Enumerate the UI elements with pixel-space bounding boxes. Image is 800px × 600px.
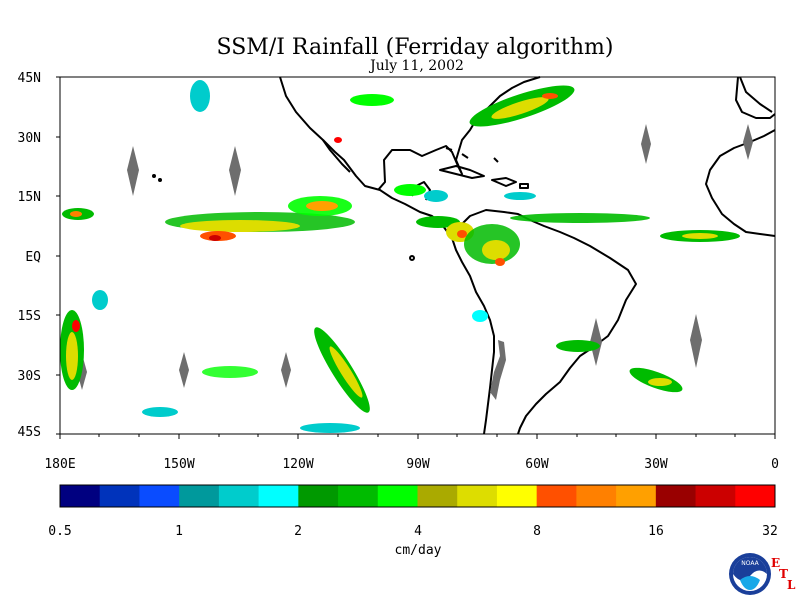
noaa-logo-text: NOAA [741,560,759,567]
lat-label-30n: 30N [18,131,41,146]
colorbar-swatch [218,485,260,507]
colorbar-swatch [179,485,220,507]
colorbar-tick-labels: 0.5 1 2 4 8 16 32 [48,524,778,539]
colorbar-swatch [536,485,577,507]
etl-letter-t: T [779,567,788,581]
colorbar-tick-8: 8 [533,524,541,539]
colorbar-swatch [496,485,538,507]
colorbar-tick-2: 2 [294,524,302,539]
colorbar-tick-16: 16 [648,524,664,539]
map-title: SSM/I Rainfall (Ferriday algorithm) [217,35,614,60]
lon-label-60w: 60W [525,457,549,472]
lon-label-30w: 30W [644,457,668,472]
colorbar-tick-32: 32 [762,524,778,539]
map-panel: 45N 30N 15N EQ 15S 30S 45S 180E 150W 120… [18,71,779,472]
lat-label-45s: 45S [18,425,41,440]
lat-label-15n: 15N [18,190,41,205]
colorbar-swatch [616,485,657,507]
colorbar: 0.5 1 2 4 8 16 32 cm/day [48,484,778,558]
colorbar-swatches [60,485,776,507]
colorbar-swatch [576,485,617,507]
colorbar-swatch [695,485,736,507]
lat-label-15s: 15S [18,309,41,324]
lon-label-90w: 90W [406,457,430,472]
lon-label-150w: 150W [163,457,194,472]
colorbar-swatch [417,485,458,507]
etl-letter-l: L [787,578,796,592]
lon-label-180e: 180E [44,457,75,472]
latitude-labels: 45N 30N 15N EQ 15S 30S 45S [18,71,42,440]
colorbar-tick-1: 1 [175,524,183,539]
colorbar-swatch [139,485,180,507]
longitude-labels: 180E 150W 120W 90W 60W 30W 0 [44,457,779,472]
coastlines [152,76,776,435]
colorbar-swatch [377,485,418,507]
colorbar-swatch [298,485,339,507]
noaa-logo: NOAA [729,553,771,595]
colorbar-swatch [457,485,498,507]
etl-letter-e: E [771,556,780,570]
map-frame [56,76,776,439]
rainfall-field [60,80,740,433]
colorbar-swatch [338,485,379,507]
lon-label-120w: 120W [282,457,313,472]
colorbar-swatch [99,485,140,507]
colorbar-swatch [735,485,776,507]
map-date: July 11, 2002 [368,58,464,74]
colorbar-tick-0-5: 0.5 [48,524,71,539]
lon-label-0: 0 [771,457,779,472]
lat-label-30s: 30S [18,369,41,384]
colorbar-swatch [60,485,101,507]
colorbar-swatch [258,485,299,507]
etl-logo: E T L [771,556,796,592]
data-gaps [77,124,753,400]
colorbar-unit-label: cm/day [395,543,442,558]
lat-label-eq: EQ [25,250,41,265]
lat-label-45n: 45N [18,71,41,86]
colorbar-swatch [655,485,697,507]
colorbar-tick-4: 4 [414,524,422,539]
